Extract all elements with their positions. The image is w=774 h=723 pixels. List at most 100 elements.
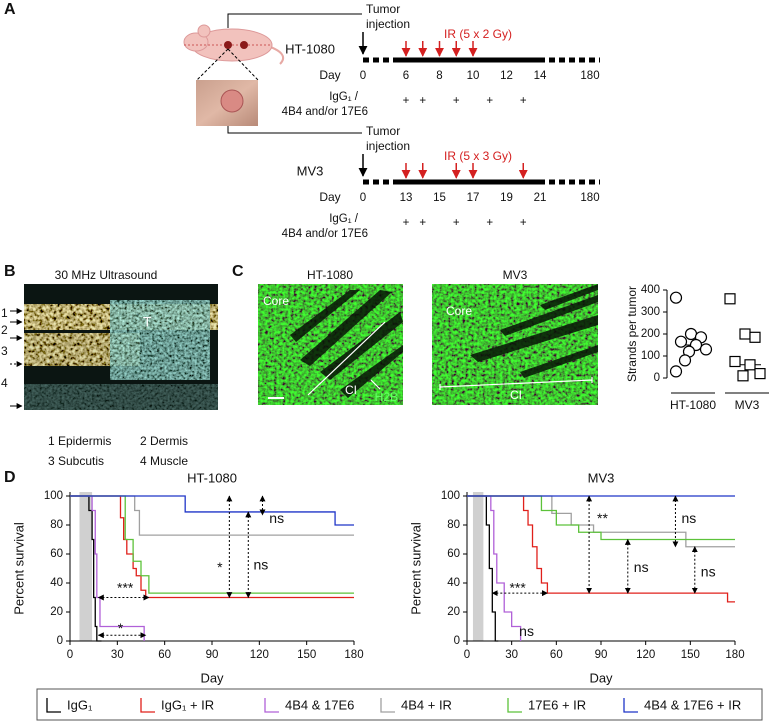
treatment-mark: + — [453, 217, 460, 229]
x-tick-label: 30 — [111, 649, 124, 661]
x-tick-label: 150 — [681, 649, 700, 661]
layer-marker: 3 — [1, 344, 8, 358]
day-label: Day — [319, 190, 340, 204]
significance-label: ns — [701, 564, 716, 580]
x-tick-label: MV3 — [735, 398, 760, 412]
legend-swatch — [46, 698, 61, 713]
significance-label: ns — [634, 559, 649, 575]
survival-curve — [70, 495, 145, 641]
data-point — [744, 359, 756, 371]
ci-label: CI — [345, 383, 357, 397]
day-tick-label: 0 — [360, 192, 366, 204]
day-tick-label: 15 — [433, 192, 446, 204]
model-label: MV3 — [297, 163, 324, 178]
y-tick-label: 20 — [50, 606, 63, 618]
data-point — [684, 327, 698, 341]
panel-label: A — [4, 1, 16, 18]
day-label: Day — [319, 68, 340, 82]
y-tick-label: 400 — [641, 284, 660, 296]
x-tick-label: 30 — [505, 649, 518, 661]
y-tick-label: 80 — [50, 519, 63, 531]
x-tick-label: 150 — [297, 649, 316, 661]
injection-label: injection — [366, 17, 410, 31]
ir-window — [472, 492, 484, 641]
legend-label: IgG₁ + IR — [161, 697, 214, 712]
treatment-mark: + — [453, 95, 460, 107]
x-tick-label: 180 — [344, 649, 363, 661]
survival-curve — [70, 495, 102, 642]
treatment-mark: + — [520, 217, 527, 229]
significance-label: *** — [117, 580, 134, 596]
survival-curve — [467, 495, 735, 541]
survival-curve — [70, 495, 354, 536]
data-point — [749, 331, 761, 343]
day-tick-label: 13 — [400, 192, 413, 204]
injection-label: injection — [366, 139, 410, 153]
data-point — [754, 368, 766, 380]
x-axis-label: Day — [589, 670, 613, 685]
x-tick-label: 90 — [206, 649, 219, 661]
day-tick-label: 21 — [534, 192, 547, 204]
treatment-label: IgG₁ / — [329, 91, 359, 103]
invasion-strands — [470, 284, 598, 378]
y-axis-label: Strands per tumor — [625, 286, 639, 382]
chart-title: MV3 — [588, 470, 615, 485]
injection-label: Tumor — [366, 124, 400, 138]
head — [183, 32, 209, 52]
y-tick-label: 60 — [447, 548, 460, 560]
microscopy-image — [258, 284, 403, 405]
treatment-mark: + — [486, 95, 493, 107]
data-point — [729, 355, 741, 368]
mouse-illustration — [183, 13, 362, 134]
layer-marker: 4 — [1, 376, 8, 390]
ci-bracket — [307, 321, 386, 396]
day-tick-label: 19 — [500, 192, 513, 204]
y-tick-label: 300 — [641, 306, 660, 318]
layer-marker: 1 — [1, 306, 8, 320]
significance-label: ns — [681, 510, 696, 526]
significance-label: ns — [519, 623, 534, 639]
ir-label: IR (5 x 2 Gy) — [444, 27, 512, 41]
y-tick-label: 100 — [641, 350, 660, 362]
legend-swatch — [140, 698, 155, 713]
data-point — [678, 354, 692, 367]
y-tick-label: 0 — [454, 635, 460, 647]
image-title: HT-1080 — [307, 268, 353, 282]
day-tick-label: 14 — [534, 70, 547, 82]
layer-legend: 3 Subcutis — [48, 454, 104, 468]
treatment-mark: + — [520, 95, 527, 107]
y-tick-label: 80 — [447, 519, 460, 531]
x-tick-label: 60 — [550, 649, 563, 661]
stain-label: H2B — [375, 390, 398, 404]
x-axis-label: Day — [200, 670, 224, 685]
legend-swatch — [264, 698, 279, 713]
significance-label: ns — [254, 556, 269, 572]
legend-label: 4B4 & 17E6 + IR — [644, 697, 741, 712]
image-title: MV3 — [503, 268, 528, 282]
treatment-mark: + — [419, 95, 426, 107]
y-tick-label: 200 — [641, 328, 660, 340]
day-tick-label: 8 — [436, 70, 442, 82]
muscle-echo — [24, 384, 218, 410]
ir-window — [79, 492, 93, 641]
invasion-strands — [290, 290, 403, 398]
zoom-lines — [196, 48, 259, 81]
model-label: HT-1080 — [285, 41, 335, 56]
y-tick-label: 0 — [654, 372, 660, 384]
ci-label: CI — [510, 388, 522, 402]
treatment-label: IgG₁ / — [329, 213, 359, 225]
y-tick-label: 0 — [57, 635, 63, 647]
treatment-mark: + — [486, 217, 493, 229]
tumor — [224, 41, 232, 49]
significance-label: ** — [597, 510, 608, 526]
day-tick-label: 17 — [467, 192, 480, 204]
ultrasound-image — [24, 284, 218, 410]
treatment-mark: + — [403, 95, 410, 107]
x-tick-label: 120 — [250, 649, 269, 661]
panel-label: B — [4, 263, 16, 280]
legend-swatch — [623, 698, 638, 713]
tumor-photo-lesion — [220, 89, 244, 113]
injection-label: Tumor — [366, 2, 400, 16]
treatment-mark: + — [419, 217, 426, 229]
ultrasound-title: 30 MHz Ultrasound — [55, 268, 158, 282]
